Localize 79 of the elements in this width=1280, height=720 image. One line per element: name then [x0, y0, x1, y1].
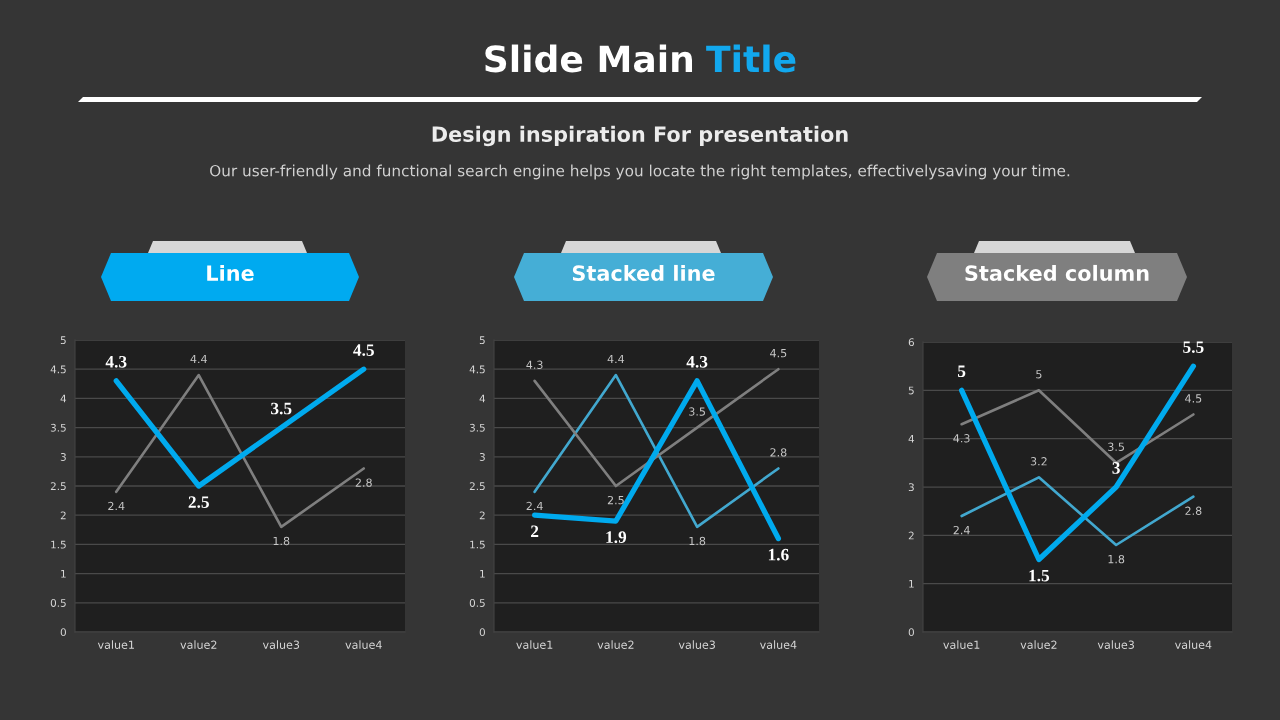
y-tick-label: 0 — [908, 628, 914, 637]
x-tick-label: value1 — [516, 640, 553, 649]
text: Our user-friendly and functional search engine helps you locate the right templates, effectivelysaving your time. — [210, 164, 1070, 180]
y-tick-label: 2.5 — [469, 482, 485, 491]
text: Design inspiration For presentation — [432, 125, 848, 147]
y-tick-label: 4.5 — [469, 365, 485, 374]
x-tick-label: value3 — [1097, 640, 1134, 649]
y-tick-label: 4 — [908, 435, 915, 443]
data-label: 4.3 — [105, 355, 127, 368]
y-tick-label: 3.5 — [50, 423, 66, 432]
data-label: 4.4 — [607, 354, 625, 364]
data-label: 1.9 — [606, 531, 627, 544]
data-label: 4.5 — [353, 344, 374, 357]
y-tick-label: 4.5 — [50, 365, 66, 374]
x-tick-label: value4 — [760, 640, 797, 649]
data-label: 2.5 — [188, 496, 209, 509]
data-label: 1.8 — [689, 536, 706, 546]
x-tick-label: value4 — [1175, 640, 1212, 649]
data-label: 4.5 — [770, 349, 787, 358]
data-label: 2 — [531, 525, 539, 537]
chart-title: Stacked line — [572, 264, 715, 282]
data-label: 2.4 — [526, 501, 543, 510]
data-label: 2.4 — [953, 525, 970, 535]
data-label: 2.8 — [355, 478, 372, 487]
x-tick-label: value2 — [1020, 640, 1057, 649]
y-tick-label: 4 — [479, 394, 486, 403]
data-label: 2.8 — [1185, 506, 1202, 515]
y-tick-label: 1.5 — [470, 540, 485, 549]
data-label: 5 — [1036, 370, 1042, 379]
data-label: 3 — [1112, 462, 1120, 474]
x-tick-label: value1 — [943, 640, 980, 649]
y-tick-label: 3 — [908, 483, 914, 492]
data-label: 2.5 — [607, 495, 624, 505]
data-label: 5 — [957, 365, 966, 378]
x-tick-label: value3 — [262, 640, 300, 649]
y-tick-label: 2 — [479, 511, 485, 520]
data-label: 4.3 — [526, 360, 543, 369]
data-label: 3.5 — [689, 407, 705, 416]
y-tick-label: 3 — [60, 453, 66, 461]
y-tick-label: 1.5 — [51, 540, 66, 549]
data-label: 3.5 — [1108, 442, 1124, 451]
data-label: 2.4 — [108, 501, 125, 510]
y-tick-label: 4 — [60, 394, 67, 403]
data-label: 4.3 — [686, 355, 708, 368]
y-tick-label: 3.5 — [469, 423, 485, 432]
y-tick-label: 1 — [480, 569, 485, 578]
data-label: 2.8 — [770, 448, 787, 457]
y-tick-label: 6 — [908, 338, 915, 347]
y-tick-label: 0 — [60, 628, 66, 637]
text: Slide Main Title — [485, 44, 796, 73]
data-label: 1.8 — [1108, 554, 1125, 564]
y-tick-label: 0.5 — [469, 599, 485, 607]
data-label: 1.8 — [273, 536, 290, 546]
y-tick-label: 2 — [60, 511, 66, 520]
data-label: 4.5 — [1185, 394, 1202, 403]
y-tick-label: 5 — [60, 336, 66, 345]
x-tick-label: value2 — [180, 640, 217, 649]
data-label: 1.6 — [768, 548, 789, 561]
data-label: 4.3 — [953, 434, 970, 443]
data-label: 4.4 — [190, 354, 207, 364]
y-tick-label: 0.5 — [50, 599, 66, 607]
chart-title: Stacked column — [965, 264, 1149, 282]
y-tick-label: 2 — [908, 531, 914, 540]
y-tick-label: 1 — [61, 569, 66, 578]
y-tick-label: 5 — [479, 336, 485, 345]
data-label: 1.5 — [1029, 569, 1050, 582]
data-label: 5.5 — [1183, 341, 1204, 353]
x-tick-label: value1 — [97, 640, 134, 649]
x-tick-label: value3 — [678, 640, 715, 649]
x-tick-label: value4 — [345, 640, 382, 649]
chart-title: Line — [207, 264, 254, 282]
y-tick-label: 3 — [479, 453, 485, 461]
data-label: 3.5 — [271, 402, 292, 415]
x-tick-label: value2 — [597, 640, 634, 649]
y-tick-label: 1 — [909, 580, 914, 588]
data-label: 3.2 — [1030, 457, 1047, 466]
y-tick-label: 2.5 — [50, 482, 66, 491]
y-tick-label: 5 — [908, 386, 914, 395]
y-tick-label: 0 — [479, 628, 485, 637]
